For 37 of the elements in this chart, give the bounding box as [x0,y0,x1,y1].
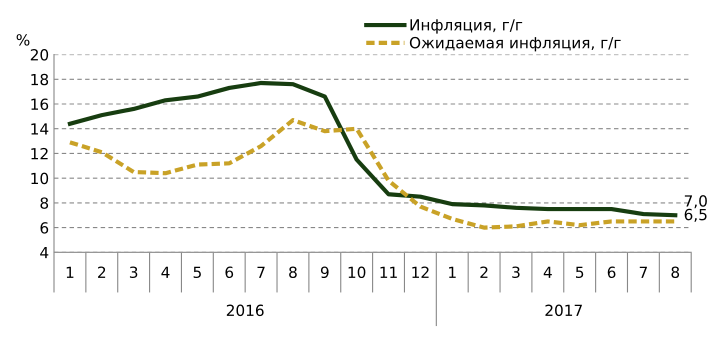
data-label: 6,5 [684,208,707,222]
x-tick-label: 11 [380,266,397,278]
x-tick-label: 6 [225,266,234,278]
y-tick-label: 16 [31,98,48,110]
text: 2016 [226,304,264,316]
x-tick-label: 3 [130,266,138,278]
x-tick-label: 4 [161,266,170,278]
x-tick-label: 2 [480,266,488,278]
x-tick-label: 3 [512,266,520,278]
x-tick-label: 10 [348,266,366,278]
y-tick-label: 20 [30,49,48,61]
x-tick-label: 12 [412,266,429,278]
text: 2017 [545,304,582,316]
x-tick-label: 5 [576,266,584,278]
y-tick-label: 6 [40,222,48,234]
y-tick-label: 14 [31,123,48,135]
x-tick-label: 7 [257,266,265,278]
x-tick-label: 2 [98,266,106,278]
legend-label: Ожидаемая инфляция, г/г [410,36,621,52]
y-tick-label: 12 [31,148,48,160]
data-label: 7,0 [684,195,707,208]
x-tick-label: 8 [289,266,297,278]
x-tick-label: 6 [608,266,616,278]
x-tick-label: 9 [320,266,329,278]
y-tick-label: 10 [31,172,48,184]
x-tick-label: 5 [194,266,201,278]
x-tick-label: 8 [671,266,680,278]
y-tick-label: 8 [40,197,48,209]
y-tick-label: 18 [31,74,48,86]
x-tick-label: 1 [449,266,456,278]
line-series [68,80,678,218]
y-axis-title: % [16,34,30,46]
x-tick-label: 7 [640,266,647,278]
y-tick-label: 4 [40,247,48,258]
x-tick-label: 4 [544,266,552,278]
x-tick-label: 1 [66,266,74,278]
legend-label: Инфляция, г/г [410,19,522,34]
